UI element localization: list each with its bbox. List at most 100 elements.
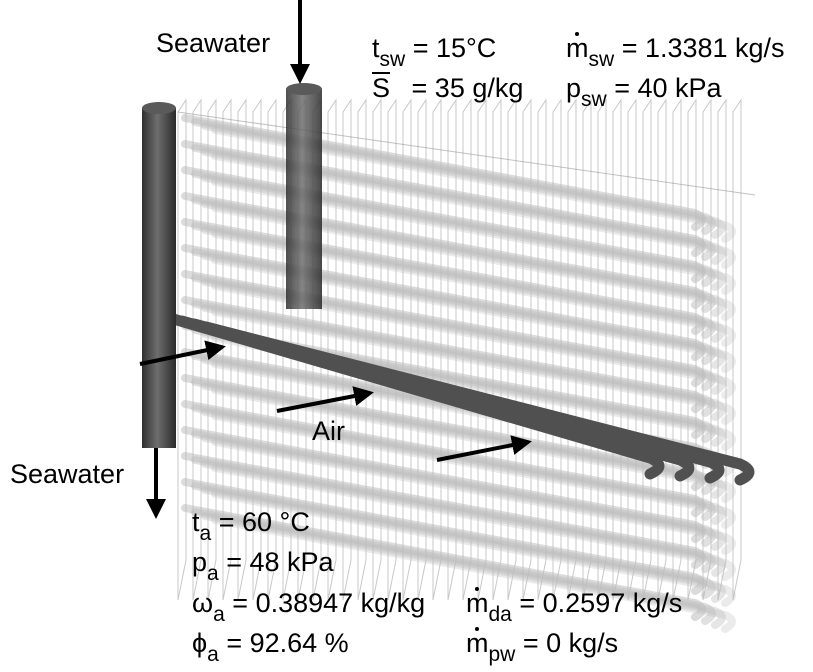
seawater-salinity: S = 35 g/kg [372,72,524,103]
light-tube [211,386,736,503]
highlighted-tube [188,318,725,484]
light-tube [201,148,726,265]
highlighted-tube [200,321,755,486]
light-tube [191,274,716,391]
light-tube [181,192,706,309]
air-arrow-2 [276,386,374,413]
fin-plate [702,98,712,601]
air-label: Air [312,416,345,446]
light-tube [201,252,726,369]
fin-plate [177,98,187,601]
light-tube [181,114,706,231]
light-tube [211,256,736,373]
light-tube [211,412,736,529]
light-tube [201,174,726,291]
fin-plate [552,98,562,601]
light-tube [181,140,706,257]
fin-plate [387,98,397,601]
tube-rows-highlighted [164,312,755,486]
fin-plate [252,98,262,601]
light-tube [201,434,726,551]
light-tube [191,196,716,313]
air-arrow-1 [139,340,226,366]
light-tube [181,296,706,413]
light-tube [211,516,736,633]
light-tube [191,118,716,235]
dry-air-mass-flow: mda = 0.2597 kg/s [466,587,683,626]
light-tube [211,464,736,581]
light-tube [211,282,736,399]
light-tube [201,512,726,629]
light-tube [201,122,726,239]
light-tube [201,486,726,603]
light-tube [181,244,706,361]
light-tube [181,478,706,595]
fin-plate [192,98,202,601]
light-tube [211,230,736,347]
light-tube [201,278,726,395]
fin-plate [402,98,412,601]
fin-plate [717,98,727,601]
seawater-inlet-label: Seawater [156,28,271,58]
light-tube [211,334,736,451]
light-tube [191,170,716,287]
air-humidity-ratio: ωa = 0.38947 kg/kg [192,588,426,626]
light-tube [191,456,716,573]
light-tube [181,504,706,621]
fin-plate [327,98,337,601]
light-tube [191,248,716,365]
light-tube [191,222,716,339]
light-tube [181,218,706,335]
light-tube [181,452,706,569]
fin-plate [432,98,442,601]
light-tube [211,152,736,269]
fin-plate [537,98,547,601]
seawater-pressure: psw = 40 kPa [566,73,722,111]
light-tube [181,400,706,517]
highlighted-tube [176,315,695,482]
light-tube [191,300,716,417]
air-temperature: ta = 60 °C [192,507,310,545]
light-tube [201,330,726,447]
light-tube [201,226,726,343]
seawater-mass-flow: msw = 1.3381 kg/s [566,32,785,71]
light-tube [181,374,706,491]
light-tube [211,204,736,321]
air-arrow-3 [436,435,532,462]
light-tube [211,178,736,295]
light-tube [211,126,736,243]
tube-rows-light [181,114,736,633]
light-tube [191,430,716,547]
light-tube [201,200,726,317]
fin-plate [672,98,682,601]
air-pressure: pa = 48 kPa [192,547,334,585]
light-tube [191,144,716,261]
light-tube [181,322,706,439]
highlighted-tube [164,312,665,480]
seawater-outlet-label: Seawater [10,459,125,489]
fin-plate [267,98,277,601]
light-tube [201,460,726,577]
light-tube [211,308,736,425]
pure-water-mass-flow: mpw = 0 kg/s [466,627,619,666]
seawater-header-left [142,102,176,448]
air-relative-humidity: ϕa = 92.64 % [192,628,349,666]
light-tube [181,426,706,543]
light-tube [191,508,716,625]
seawater-temperature: tsw = 15°C [372,33,497,71]
fin-plate [627,98,637,601]
light-tube [211,438,736,555]
light-tube [181,270,706,387]
fin-plate [732,98,742,601]
light-tube [191,326,716,443]
light-tube [181,166,706,283]
light-tube [201,304,726,421]
fin-top-edge [177,111,756,196]
light-tube [201,408,726,525]
light-tube [211,490,736,607]
fin-plate [417,98,427,601]
seawater-header-inlet [286,83,322,309]
light-tube [191,482,716,599]
light-tube [191,404,716,521]
